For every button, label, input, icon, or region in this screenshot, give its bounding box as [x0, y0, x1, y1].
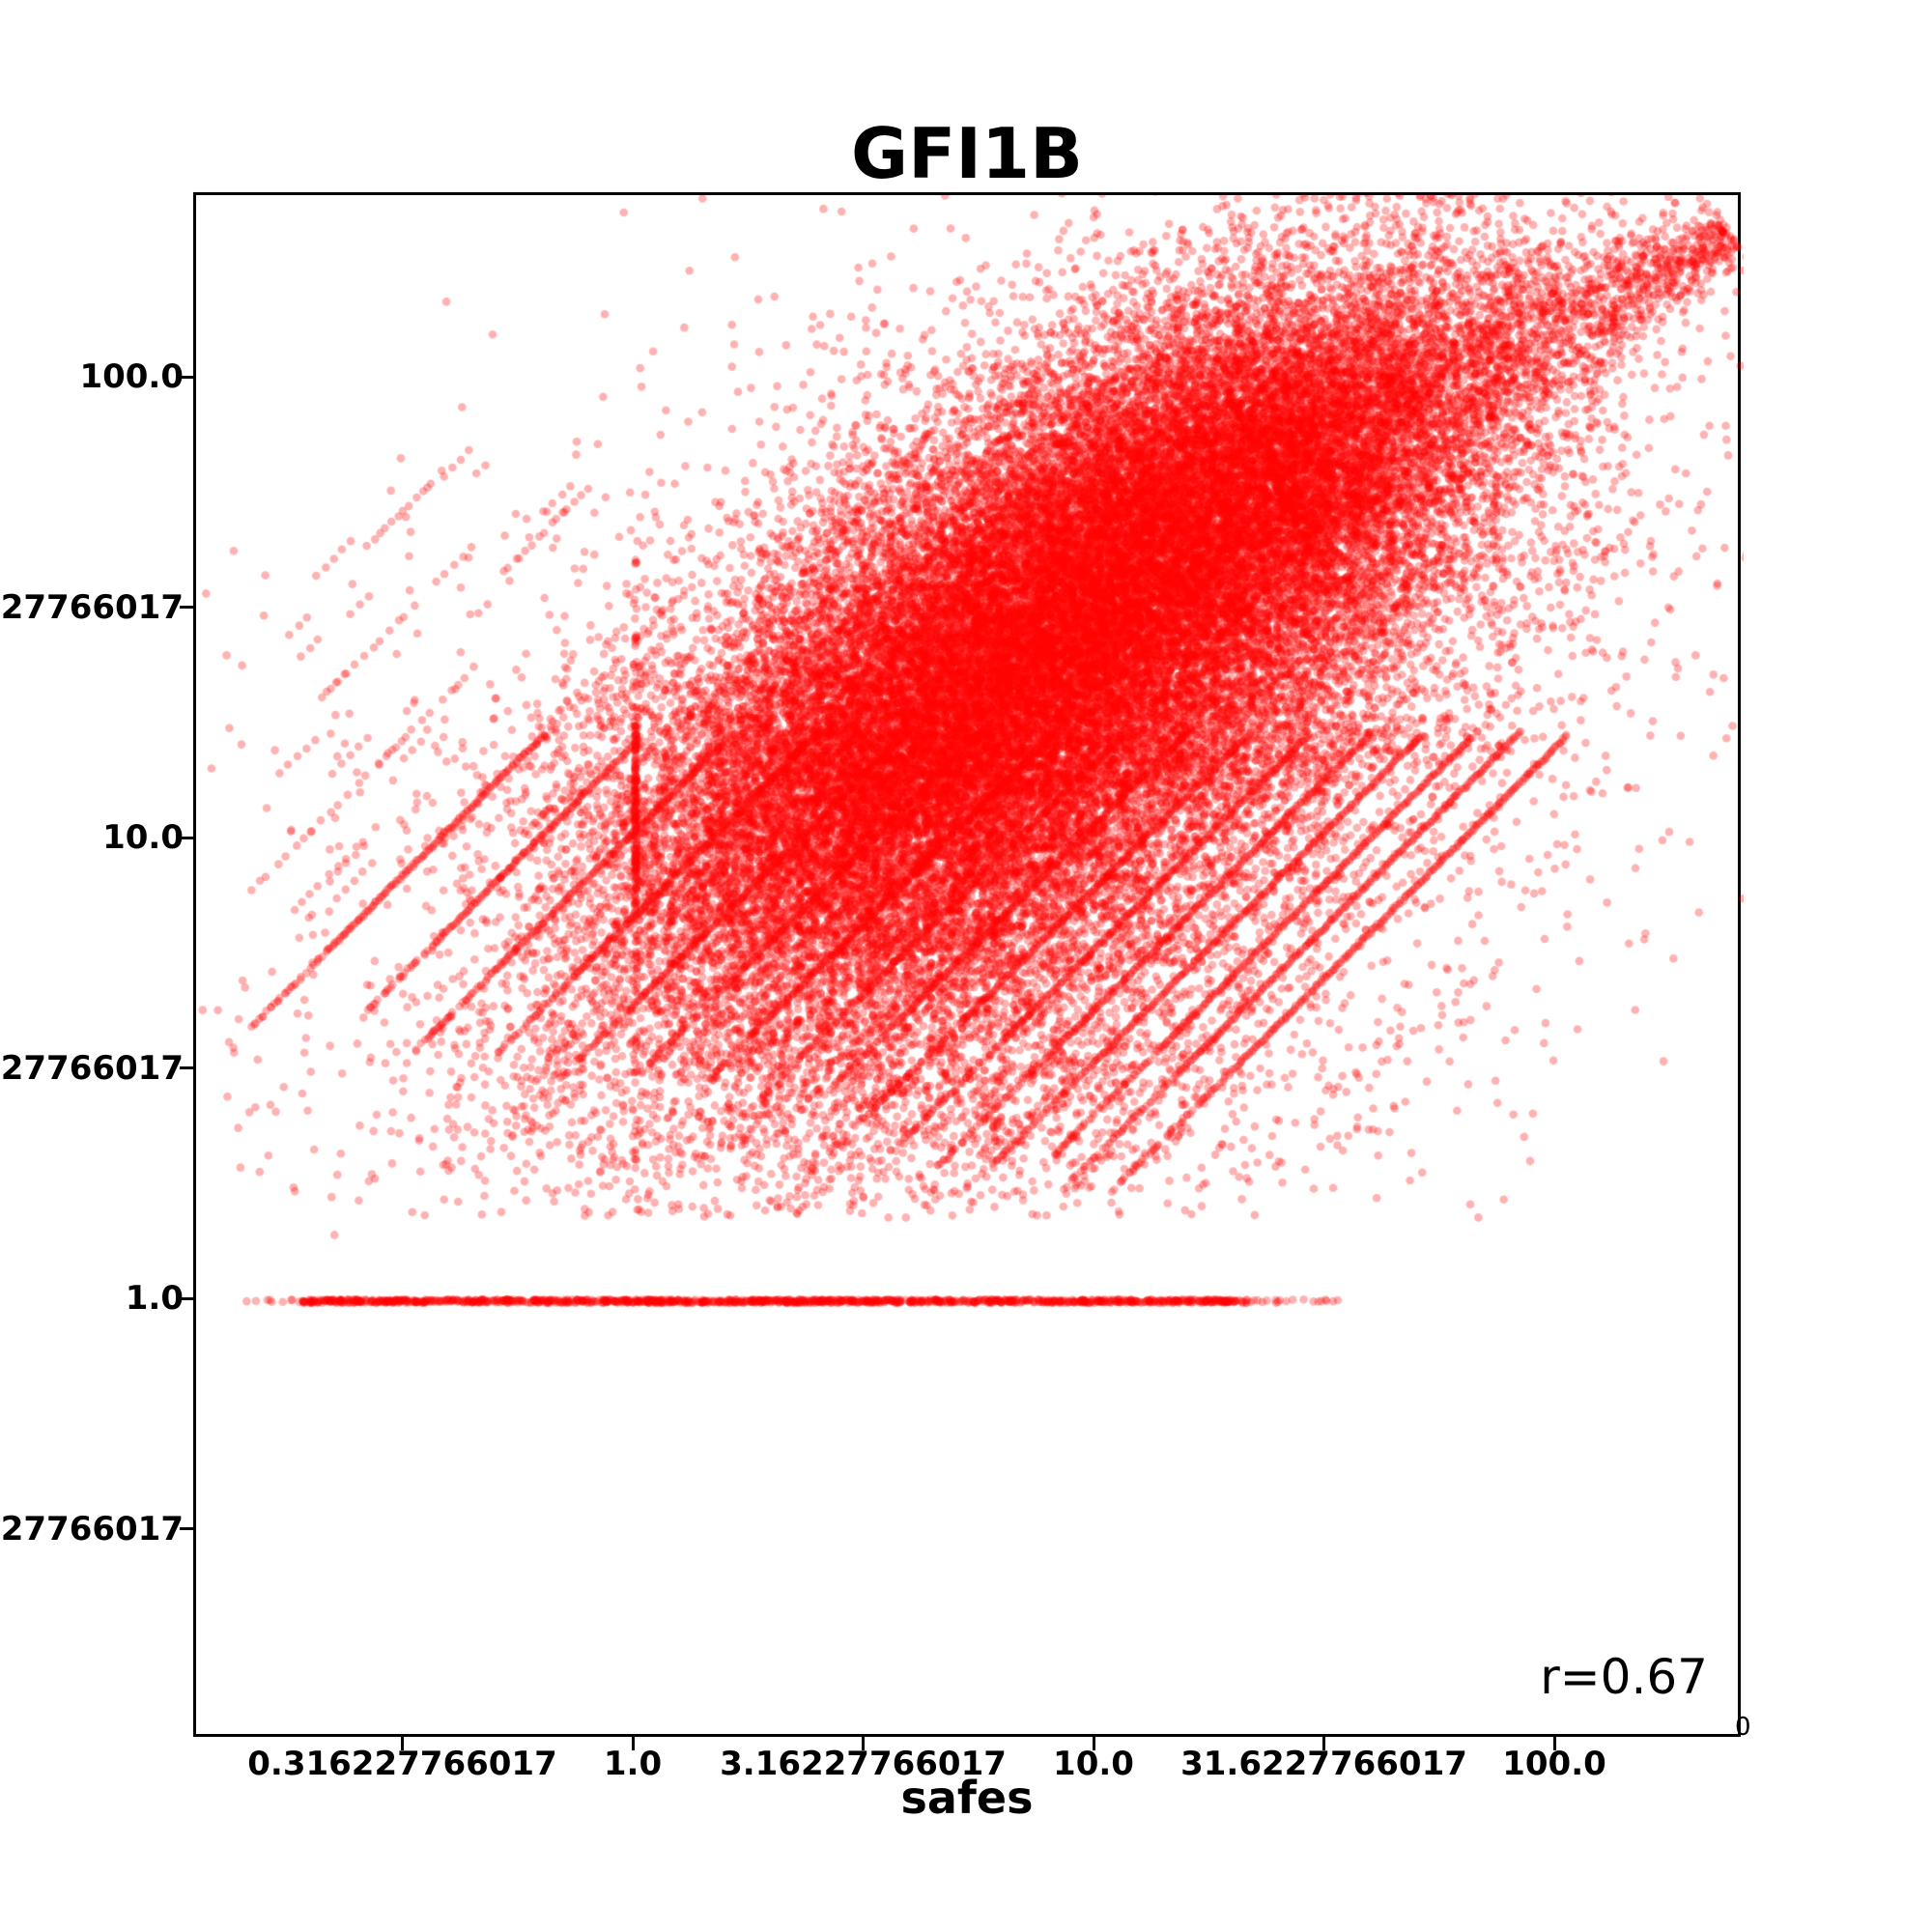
x-tick-label-3: 10.0: [1053, 1745, 1134, 1783]
y-tick-label-4: 1.0: [125, 1279, 184, 1318]
y-tick-label-5: 0.316227766017: [0, 1509, 184, 1548]
correlation-annotation: r=0.67: [1540, 1649, 1708, 1705]
y-tick-mark: [180, 375, 193, 379]
x-tick-label-1: 1.0: [603, 1745, 663, 1783]
y-tick-mark: [180, 1527, 193, 1530]
chart-title: GFI1B: [850, 113, 1084, 194]
x-tick-mark: [1092, 1737, 1095, 1750]
x-tick-label-2: 3.16227766017: [720, 1745, 1007, 1783]
x-tick-label-0: 0.316227766017: [247, 1745, 557, 1783]
x-tick-label-4: 31.6227766017: [1180, 1745, 1467, 1783]
x-tick-mark: [401, 1737, 404, 1750]
corner-stray-glyph: 0: [1735, 1713, 1751, 1742]
y-tick-label-0: 100.0: [79, 357, 184, 396]
y-tick-mark: [180, 1296, 193, 1300]
x-axis-label: safes: [900, 1772, 1034, 1824]
y-tick-mark: [180, 1066, 193, 1069]
y-tick-label-1: 31.6227766017: [0, 587, 184, 627]
y-tick-label-3: 3.16227766017: [0, 1048, 184, 1088]
x-tick-mark: [1552, 1737, 1556, 1750]
y-tick-mark: [180, 836, 193, 839]
x-tick-label-5: 100.0: [1502, 1745, 1606, 1783]
plot-area: [193, 192, 1744, 1740]
x-tick-mark: [1322, 1737, 1325, 1750]
x-tick-mark: [862, 1737, 865, 1750]
y-tick-mark: [180, 606, 193, 609]
scatter-points-canvas: [196, 195, 1744, 1740]
x-tick-mark: [631, 1737, 635, 1750]
y-tick-label-2: 10.0: [102, 818, 184, 857]
